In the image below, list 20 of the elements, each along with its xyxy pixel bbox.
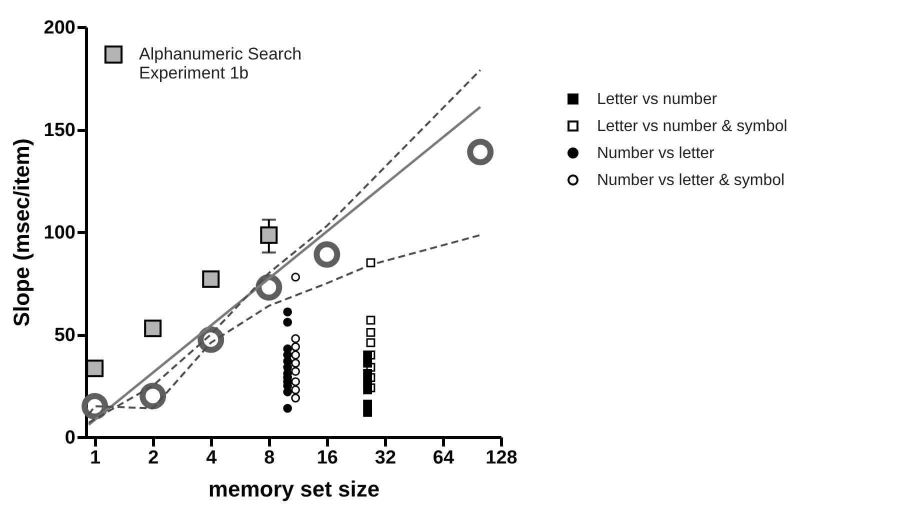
y-axis-title: Slope (msec/item) <box>8 138 34 327</box>
legend-label: Letter vs number <box>597 91 718 108</box>
x-tick-label: 64 <box>432 448 454 468</box>
legend-label: Number vs letter <box>597 145 716 162</box>
y-tick-label: 50 <box>54 325 76 346</box>
x-tick-label: 4 <box>206 448 218 468</box>
legend-label: Letter vs number & symbol <box>597 118 788 135</box>
x-tick-label: 8 <box>264 448 275 468</box>
y-tick-label: 100 <box>44 222 76 244</box>
legend-label: Alphanumeric Search Experiment 1b <box>139 44 302 82</box>
y-tick-label: 0 <box>64 428 76 448</box>
x-axis-title: memory set size <box>208 476 380 502</box>
x-tick-label: 32 <box>374 448 396 468</box>
y-tick-label: 150 <box>44 120 76 141</box>
x-tick-label: 1 <box>90 448 102 468</box>
x-tick-label: 2 <box>148 448 159 468</box>
x-tick-label: 16 <box>316 448 338 468</box>
y-tick-label: 200 <box>44 18 76 38</box>
x-tick-label: 128 <box>486 448 518 468</box>
legend-label: Number vs letter & symbol <box>597 172 785 189</box>
